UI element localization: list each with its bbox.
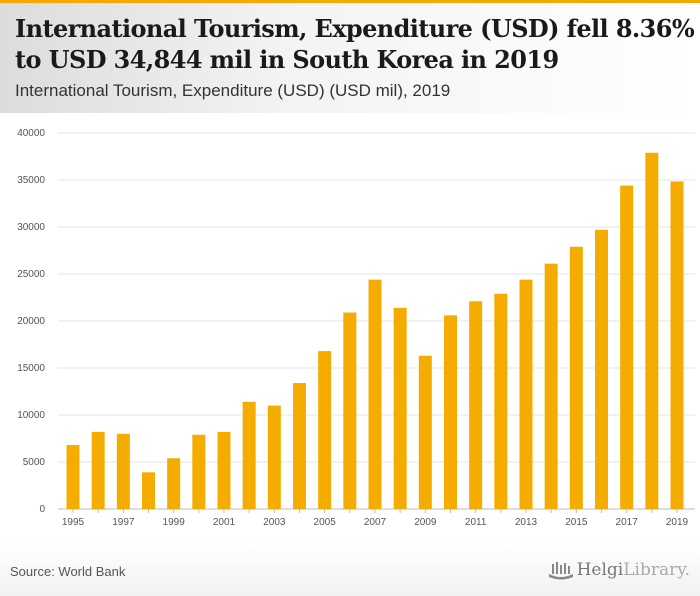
bar-2005[interactable] [318, 351, 332, 509]
x-tick-label: 2007 [364, 517, 387, 528]
bar-2017[interactable] [620, 185, 634, 509]
x-tick-label: 2009 [414, 517, 437, 528]
page-title: International Tourism, Expenditure (USD)… [15, 14, 695, 74]
bar-1998[interactable] [142, 472, 155, 509]
bar-2009[interactable] [418, 355, 432, 509]
bar-2018[interactable] [645, 152, 659, 510]
bar-2002[interactable] [242, 401, 256, 509]
source-label: Source: World Bank [10, 564, 126, 579]
y-tick-label: 20000 [17, 316, 45, 327]
y-tick-label: 0 [39, 504, 45, 515]
bar-1995[interactable] [66, 445, 80, 509]
x-tick-label: 2015 [565, 517, 588, 528]
y-tick-label: 10000 [17, 410, 45, 421]
logo-text-library: Library. [623, 560, 690, 580]
x-tick-label: 2013 [515, 517, 538, 528]
y-tick-label: 30000 [17, 222, 45, 233]
bar-2008[interactable] [393, 307, 407, 509]
bar-2013[interactable] [519, 279, 533, 509]
bar-2015[interactable] [569, 246, 583, 510]
bar-1997[interactable] [116, 433, 130, 509]
bar-2012[interactable] [494, 293, 508, 509]
bar-1999[interactable] [167, 458, 181, 509]
x-tick-label: 2001 [213, 517, 236, 528]
footer: Source: World Bank Helgi Library. [0, 540, 700, 596]
y-tick-label: 5000 [23, 457, 46, 468]
x-tick-label: 1997 [112, 517, 135, 528]
x-tick-label: 2019 [666, 517, 689, 528]
bar-2019[interactable] [670, 181, 684, 509]
bar-2011[interactable] [469, 301, 483, 509]
bar-2007[interactable] [368, 279, 382, 509]
helgi-library-logo[interactable]: Helgi Library. [548, 560, 690, 580]
header: International Tourism, Expenditure (USD)… [0, 3, 700, 113]
y-tick-label: 35000 [17, 175, 45, 186]
x-tick-label: 2011 [465, 517, 487, 528]
y-tick-label: 40000 [17, 128, 45, 139]
y-tick-label: 25000 [17, 269, 45, 280]
y-tick-label: 15000 [17, 363, 45, 374]
bar-2000[interactable] [192, 434, 206, 509]
chart-subtitle: International Tourism, Expenditure (USD)… [15, 81, 451, 100]
accent-bar [0, 0, 700, 3]
bar-chart: 0 5000 10000 15000 20000 25000 30000 35000 40000… [17, 128, 695, 528]
bar-2001[interactable] [217, 431, 231, 509]
x-tick-label: 1999 [163, 517, 186, 528]
bar-2010[interactable] [444, 315, 457, 509]
logo-text-helgi: Helgi [576, 560, 624, 580]
bar-2003[interactable] [267, 405, 281, 509]
bar-2006[interactable] [343, 312, 357, 509]
x-tick-label: 2005 [314, 517, 337, 528]
x-tick-label: 1995 [62, 517, 85, 528]
bar-1996[interactable] [91, 431, 105, 509]
x-tick-label: 2017 [616, 517, 639, 528]
bar-2016[interactable] [595, 229, 608, 509]
bar-2004[interactable] [293, 383, 306, 509]
bar-2014[interactable] [544, 263, 558, 509]
library-icon [548, 562, 573, 580]
x-tick-label: 2003 [263, 517, 286, 528]
